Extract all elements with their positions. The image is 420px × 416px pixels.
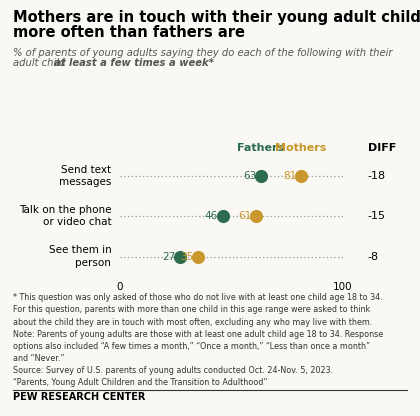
Text: adult child: adult child — [13, 58, 68, 68]
Point — [297, 173, 304, 179]
Text: at least a few times a week*: at least a few times a week* — [54, 58, 214, 68]
Text: % of parents of young adults saying they do each of the following with their: % of parents of young adults saying they… — [13, 48, 392, 58]
Text: 100: 100 — [333, 282, 353, 292]
Text: 0: 0 — [117, 282, 123, 292]
Point — [253, 213, 260, 220]
Text: PEW RESEARCH CENTER: PEW RESEARCH CENTER — [13, 392, 145, 402]
Text: * This question was only asked of those who do not live with at least one child : * This question was only asked of those … — [13, 293, 383, 387]
Text: 61: 61 — [239, 211, 252, 221]
Point — [177, 253, 184, 260]
Point — [257, 173, 264, 179]
Text: DIFF: DIFF — [368, 143, 396, 153]
Text: more often than fathers are: more often than fathers are — [13, 25, 244, 40]
Text: 27: 27 — [163, 252, 176, 262]
Text: See them in
person: See them in person — [49, 245, 111, 268]
Point — [195, 253, 202, 260]
Text: 35: 35 — [180, 252, 194, 262]
Text: -15: -15 — [368, 211, 386, 221]
Text: -18: -18 — [368, 171, 386, 181]
Text: Talk on the phone
or video chat: Talk on the phone or video chat — [19, 205, 111, 228]
Text: -8: -8 — [368, 252, 379, 262]
Text: 46: 46 — [205, 211, 218, 221]
Point — [219, 213, 226, 220]
Text: 81: 81 — [283, 171, 296, 181]
Text: Send text
messages: Send text messages — [59, 165, 111, 187]
Text: Mothers: Mothers — [275, 143, 326, 153]
Text: 63: 63 — [243, 171, 256, 181]
Text: Mothers are in touch with their young adult children: Mothers are in touch with their young ad… — [13, 10, 420, 25]
Text: Fathers: Fathers — [237, 143, 284, 153]
